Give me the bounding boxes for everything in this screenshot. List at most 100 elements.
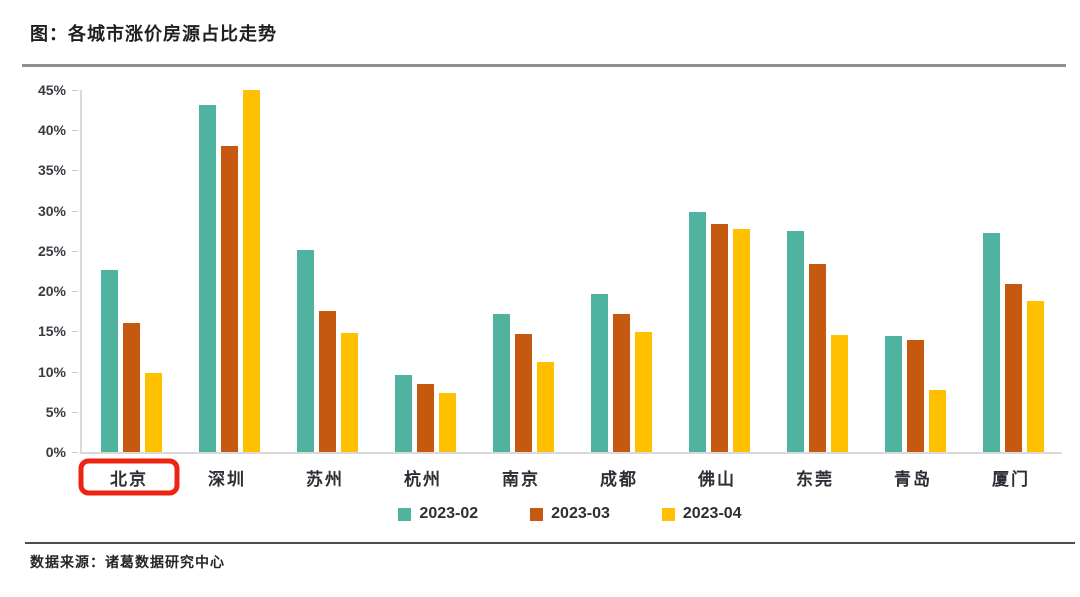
bar-2023-04 xyxy=(732,229,750,452)
bar-2023-04 xyxy=(634,332,652,452)
bar-2023-02 xyxy=(982,233,1000,452)
bar-2023-02 xyxy=(688,211,706,452)
bar-group xyxy=(688,90,750,452)
category-label[interactable]: 深圳 xyxy=(208,469,246,489)
category-slot: 成都 xyxy=(570,460,668,494)
category-label[interactable]: 杭州 xyxy=(404,469,442,489)
bar-2023-04 xyxy=(830,334,848,452)
bar-2023-02 xyxy=(198,105,216,452)
category-slot: 佛山 xyxy=(668,460,766,494)
footer-divider xyxy=(25,542,1075,544)
bar-2023-02 xyxy=(884,336,902,452)
y-tick-mark xyxy=(72,170,78,172)
y-axis: 0% 5% 10% 15% 20% 25% 30% 35% 40% 45% xyxy=(0,82,80,460)
plot-area xyxy=(80,90,1062,454)
bar-2023-02 xyxy=(100,270,118,452)
bar-group xyxy=(296,90,358,452)
category-slot: 南京 xyxy=(472,460,570,494)
y-tick-label: 35% xyxy=(37,162,66,179)
bar-2023-02 xyxy=(590,293,608,452)
category-label[interactable]: 南京 xyxy=(502,469,540,489)
bar-2023-04 xyxy=(242,90,260,452)
y-tick-label: 45% xyxy=(37,82,66,98)
y-tick-label: 0% xyxy=(45,444,66,460)
bar-2023-04 xyxy=(144,373,162,452)
bar-2023-04 xyxy=(1026,300,1044,452)
legend: 2023-02 2023-03 2023-04 xyxy=(80,501,1060,527)
category-slot: 杭州 xyxy=(374,460,472,494)
bar-2023-04 xyxy=(340,332,358,452)
bar-2023-03 xyxy=(808,263,826,452)
legend-item: 2023-04 xyxy=(661,505,742,523)
bar-2023-03 xyxy=(220,145,238,452)
y-tick-mark xyxy=(72,130,78,132)
bar-group xyxy=(492,90,554,452)
x-axis-labels: 北京 深圳 苏州 杭州 南京 成都 佛山 东莞 青岛 厦门 xyxy=(78,458,1060,496)
category-label[interactable]: 苏州 xyxy=(306,469,344,489)
y-tick-label: 20% xyxy=(37,283,66,300)
bar-2023-03 xyxy=(1004,283,1022,452)
legend-swatch-icon xyxy=(530,507,544,521)
y-tick-label: 25% xyxy=(37,242,66,259)
bar-2023-02 xyxy=(394,374,412,452)
category-label[interactable]: 北京 xyxy=(110,469,148,489)
category-slot: 青岛 xyxy=(864,460,962,494)
legend-swatch-icon xyxy=(398,507,412,521)
y-tick-mark xyxy=(72,250,78,252)
category-label[interactable]: 厦门 xyxy=(992,469,1030,489)
bar-2023-03 xyxy=(710,223,728,452)
bar-2023-03 xyxy=(122,322,140,452)
legend-label: 2023-04 xyxy=(682,505,742,522)
y-tick-label: 30% xyxy=(37,202,66,219)
bar-2023-03 xyxy=(514,333,532,452)
bar-2023-03 xyxy=(612,313,630,452)
bar-2023-02 xyxy=(786,230,804,452)
y-tick-label: 40% xyxy=(37,122,66,139)
y-tick-mark xyxy=(72,411,78,413)
bar-2023-04 xyxy=(928,390,946,452)
category-label[interactable]: 青岛 xyxy=(894,469,932,489)
category-slot: 北京 xyxy=(78,458,180,496)
bar-2023-02 xyxy=(492,313,510,452)
category-slot: 深圳 xyxy=(178,460,276,494)
legend-swatch-icon xyxy=(661,507,675,521)
bar-2023-02 xyxy=(296,250,314,452)
y-tick-mark xyxy=(72,371,78,373)
bar-group xyxy=(982,90,1044,452)
y-tick-mark xyxy=(72,452,78,453)
bars-layer xyxy=(82,90,1062,452)
legend-label: 2023-02 xyxy=(419,505,479,522)
bar-group xyxy=(884,90,946,452)
bar-group xyxy=(786,90,848,452)
bar-group xyxy=(394,90,456,452)
bar-2023-04 xyxy=(536,361,554,452)
category-label[interactable]: 佛山 xyxy=(698,469,736,489)
category-slot: 苏州 xyxy=(276,460,374,494)
y-tick-mark xyxy=(72,210,78,212)
y-tick-label: 10% xyxy=(37,363,66,380)
category-label[interactable]: 东莞 xyxy=(796,469,834,489)
bar-group xyxy=(100,90,162,452)
bar-group xyxy=(590,90,652,452)
legend-item: 2023-03 xyxy=(530,505,610,523)
category-slot: 东莞 xyxy=(766,460,864,494)
title-divider xyxy=(22,64,1066,67)
bar-group xyxy=(198,90,260,452)
y-tick-label: 5% xyxy=(45,403,66,420)
legend-item: 2023-02 xyxy=(398,505,478,523)
highlight-box xyxy=(78,458,180,496)
bar-2023-04 xyxy=(438,392,456,452)
legend-label: 2023-03 xyxy=(551,505,610,522)
y-tick-mark xyxy=(72,331,78,333)
y-tick-label: 15% xyxy=(37,323,66,340)
y-tick-mark xyxy=(72,90,78,91)
bar-2023-03 xyxy=(318,311,336,452)
data-source: 数据来源：诸葛数据研究中心 xyxy=(30,554,225,570)
chart-title: 图：各城市涨价房源占比走势 xyxy=(30,24,277,44)
category-slot: 厦门 xyxy=(962,460,1060,494)
y-tick-mark xyxy=(72,291,78,293)
bar-2023-03 xyxy=(416,383,434,452)
bar-2023-03 xyxy=(906,340,924,452)
category-label[interactable]: 成都 xyxy=(600,469,638,489)
